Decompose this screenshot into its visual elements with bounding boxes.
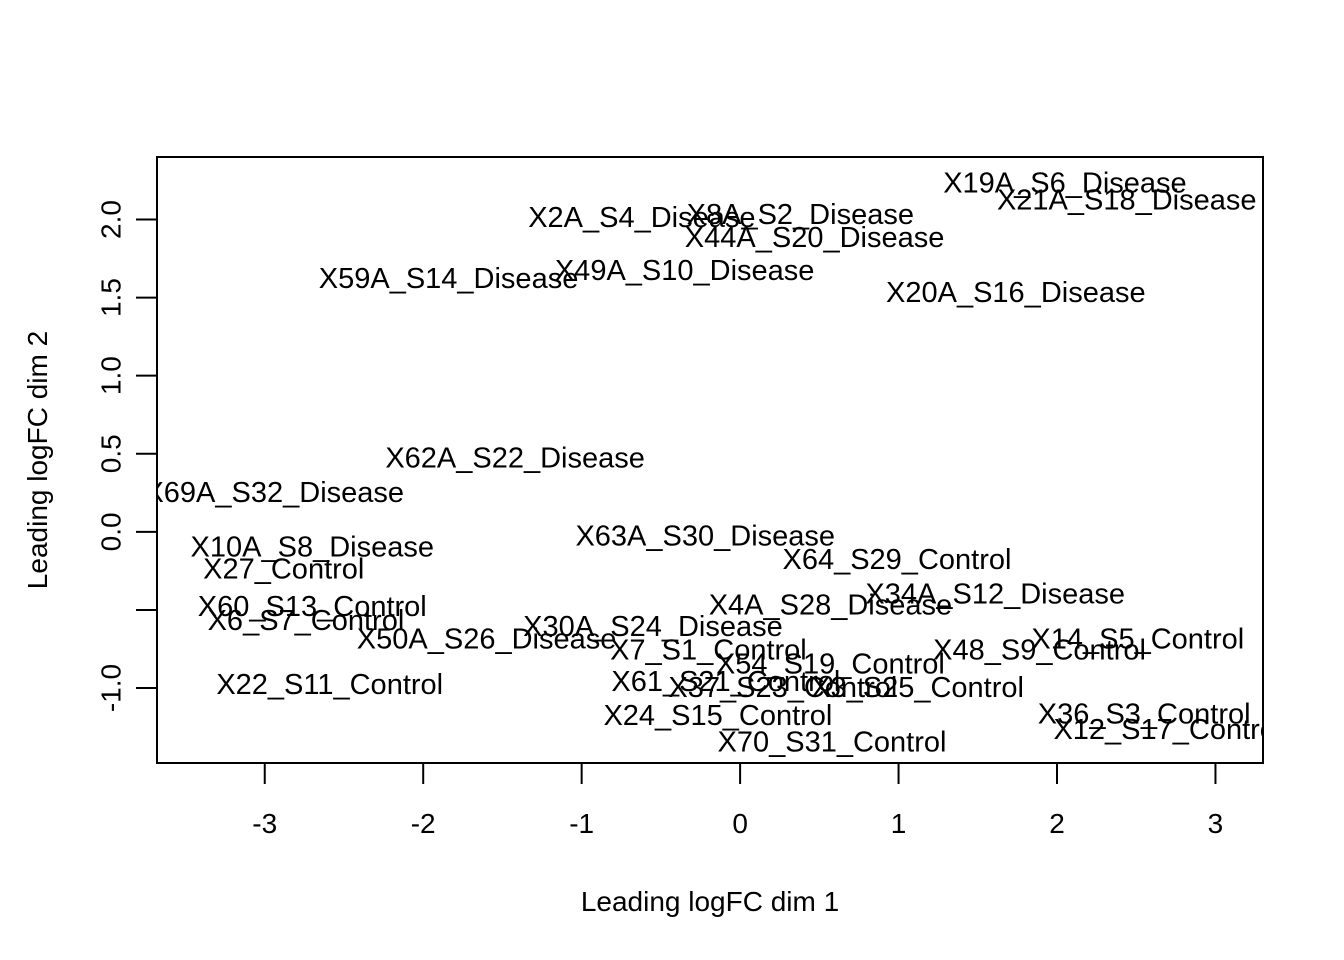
point-label: X4A_S28_Disease	[709, 589, 952, 621]
y-tick-label: 1.0	[96, 356, 127, 395]
x-tick-label: 1	[891, 808, 907, 839]
point-label: X62A_S22_Disease	[385, 442, 645, 474]
x-tick-label: 0	[732, 808, 748, 839]
point-label: X30A_S24_Disease	[523, 611, 783, 643]
point-label: X10A_S8_Disease	[191, 531, 434, 563]
point-label: X14_S5_Control	[1031, 624, 1244, 656]
y-tick-label: 0.0	[96, 512, 127, 551]
point-label: X61_S21_Control	[611, 666, 840, 698]
point-label: X22_S11_Control	[216, 669, 443, 701]
point-label: X37_S23_Control	[668, 672, 897, 704]
point-label: X60_S13_Control	[198, 591, 427, 623]
y-axis-title: Leading logFC dim 2	[22, 331, 53, 589]
point-label: X20A_S16_Disease	[886, 277, 1146, 309]
y-tick-label: -1.0	[96, 664, 127, 712]
point-label: X63A_S30_Disease	[575, 521, 835, 553]
point-label: X27_Control	[203, 553, 364, 585]
point-label: X8A_S2_Disease	[687, 199, 914, 231]
point-label: X7_S1_Control	[610, 635, 807, 667]
point-label: X2A_S4_Disease	[528, 202, 755, 234]
point-label: X21A_S18_Disease	[997, 185, 1257, 217]
point-label: X24_S15_Control	[603, 700, 832, 732]
x-tick-label: 3	[1208, 808, 1224, 839]
point-label: X36_S3_Control	[1038, 699, 1251, 731]
point-label: X54_S19_Control	[716, 649, 945, 681]
point-label: X34A_S12_Disease	[865, 578, 1125, 610]
point-label: X50A_S26_Disease	[357, 624, 617, 656]
point-label: X49A_S10_Disease	[555, 255, 815, 287]
point-label: X64_S29_Control	[782, 544, 1011, 576]
x-tick-label: -2	[411, 808, 436, 839]
point-label: X6_S7_Control	[208, 605, 405, 637]
point-label: X59A_S14_Disease	[319, 263, 579, 295]
point-label: X19A_S6_Disease	[943, 168, 1186, 200]
point-label: X44A_S20_Disease	[685, 222, 945, 254]
x-axis-title: Leading logFC dim 1	[581, 886, 839, 917]
x-tick-label: -3	[252, 808, 277, 839]
y-tick-label: 2.0	[96, 200, 127, 239]
x-tick-label: 2	[1049, 808, 1065, 839]
y-tick-label: 0.5	[96, 434, 127, 473]
y-axis: -1.0 0.0 0.5 1.0 1.5 2.0	[96, 200, 158, 712]
x-axis: -3 -2 -1 0 1 2 3	[252, 762, 1224, 839]
x-tick-label: -1	[569, 808, 594, 839]
y-tick-label: 1.5	[96, 278, 127, 317]
point-label: X12_S17_Control	[1053, 714, 1282, 746]
point-label: X69A_S32_Disease	[144, 477, 404, 509]
point-label: X48_S9_Control	[933, 635, 1146, 667]
point-label: X3_S25_Control	[811, 672, 1024, 704]
point-label: X70_S31_Control	[718, 727, 947, 759]
